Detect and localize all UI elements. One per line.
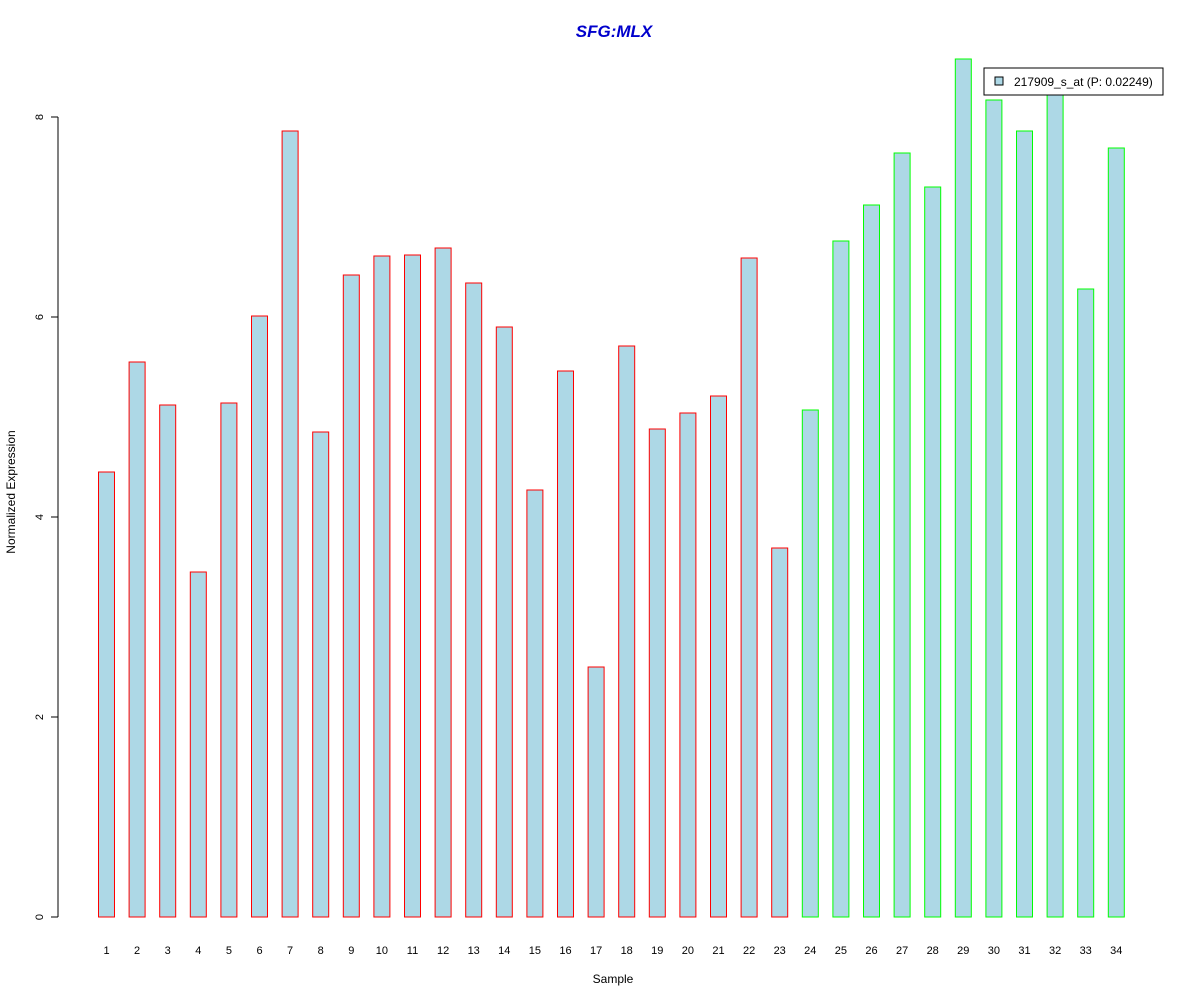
y-axis-tick-label: 8 [34, 114, 46, 120]
x-axis-label: Sample [593, 972, 634, 986]
x-axis-tick-label: 20 [682, 945, 694, 957]
bar-sample-6 [251, 315, 268, 918]
bars [98, 58, 1125, 918]
x-axis-tick-label: 7 [287, 945, 293, 957]
bar-sample-24 [801, 409, 819, 918]
x-axis-tick-label: 6 [256, 945, 262, 957]
bar-sample-1 [98, 471, 115, 918]
x-axis-tick-label: 28 [927, 945, 939, 957]
bar-sample-17 [587, 666, 605, 918]
x-axis-tick-label: 27 [896, 945, 908, 957]
x-axis-tick-label: 1 [103, 945, 109, 957]
x-axis-tick-labels: 1 2 3 4 5 6 7 8 9 10 11 12 13 14 15 16 17 18 19 20 21 22 23 24 2… [103, 945, 1122, 957]
x-axis-tick-label: 12 [437, 945, 449, 957]
x-axis-tick-label: 26 [865, 945, 877, 957]
bar-sample-9 [342, 274, 360, 918]
bar-sample-18 [618, 345, 636, 918]
legend: 217909_s_at (P: 0.02249) [983, 67, 1164, 96]
legend-swatch [994, 76, 1004, 86]
bar-sample-26 [863, 204, 880, 918]
bar-sample-30 [985, 99, 1003, 918]
x-axis-tick-label: 31 [1018, 945, 1030, 957]
bar-sample-15 [526, 489, 544, 918]
x-axis-tick-label: 14 [498, 945, 510, 957]
y-axis: 0 2 4 6 8 [34, 114, 59, 920]
bar-sample-7 [281, 130, 299, 918]
x-axis-tick-label: 3 [165, 945, 171, 957]
bar-sample-2 [128, 361, 146, 918]
bar-sample-11 [404, 254, 421, 918]
x-axis-tick-label: 8 [318, 945, 324, 957]
bar-sample-33 [1077, 288, 1095, 918]
legend-box [983, 67, 1164, 96]
bar-sample-32 [1046, 85, 1064, 918]
y-axis-tick-label: 0 [34, 914, 46, 920]
bar-sample-4 [189, 571, 207, 918]
bar-sample-29 [954, 58, 972, 918]
chart-title: SFG:MLX [576, 22, 654, 41]
y-axis-tick-label: 2 [34, 714, 46, 720]
x-axis-tick-label: 30 [988, 945, 1000, 957]
bar-sample-31 [1016, 130, 1033, 918]
bar-sample-22 [740, 257, 758, 918]
x-axis-tick-label: 32 [1049, 945, 1061, 957]
bar-sample-5 [220, 402, 238, 918]
bar-sample-3 [159, 404, 177, 918]
bar-sample-8 [312, 431, 330, 918]
x-axis-tick-label: 4 [195, 945, 201, 957]
bar-sample-34 [1107, 147, 1125, 918]
x-axis-tick-label: 22 [743, 945, 755, 957]
bar-sample-20 [679, 412, 697, 918]
x-axis-tick-label: 23 [774, 945, 786, 957]
x-axis-tick-label: 11 [407, 945, 418, 957]
x-axis-tick-label: 15 [529, 945, 541, 957]
bar-sample-10 [373, 255, 391, 918]
x-axis-tick-label: 25 [835, 945, 847, 957]
x-axis-tick-label: 21 [712, 945, 724, 957]
bar-sample-14 [495, 326, 513, 918]
bar-sample-23 [771, 547, 789, 918]
x-axis-tick-label: 17 [590, 945, 602, 957]
x-axis-tick-label: 33 [1080, 945, 1092, 957]
y-axis-label: Normalized Expression [4, 430, 18, 553]
x-axis-tick-label: 24 [804, 945, 816, 957]
x-axis-tick-label: 2 [134, 945, 140, 957]
y-axis-tick-label: 4 [34, 514, 46, 520]
y-axis-tick-label: 6 [34, 314, 46, 320]
x-axis-tick-label: 10 [376, 945, 388, 957]
bar-sample-27 [893, 152, 911, 918]
x-axis-tick-label: 13 [468, 945, 480, 957]
bar-sample-21 [710, 395, 727, 918]
x-axis-tick-label: 29 [957, 945, 969, 957]
x-axis-tick-label: 19 [651, 945, 663, 957]
x-axis-tick-label: 9 [348, 945, 354, 957]
bar-sample-12 [434, 247, 452, 918]
bar-sample-16 [557, 370, 574, 918]
bar-sample-28 [924, 186, 942, 918]
bar-sample-19 [648, 428, 666, 918]
x-axis-tick-label: 34 [1110, 945, 1122, 957]
bar-sample-25 [832, 240, 850, 918]
x-axis-tick-label: 18 [621, 945, 633, 957]
x-axis-tick-label: 16 [559, 945, 571, 957]
x-axis-tick-label: 5 [226, 945, 232, 957]
legend-label: 217909_s_at (P: 0.02249) [1014, 75, 1153, 89]
bar-sample-13 [465, 282, 483, 918]
